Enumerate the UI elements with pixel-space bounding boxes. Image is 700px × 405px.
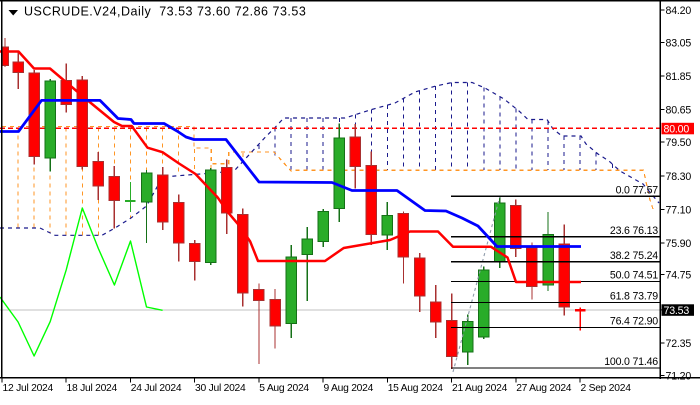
svg-text:23.6 76.13: 23.6 76.13 [610, 225, 658, 237]
svg-text:21 Aug 2024: 21 Aug 2024 [452, 383, 508, 394]
svg-text:100.0 71.46: 100.0 71.46 [604, 356, 658, 368]
svg-text:76.4 72.90: 76.4 72.90 [610, 316, 658, 328]
svg-text:9 Aug 2024: 9 Aug 2024 [324, 383, 374, 394]
svg-text:38.2 75.24: 38.2 75.24 [610, 250, 658, 262]
svg-text:74.75: 74.75 [666, 270, 692, 282]
svg-text:78.30: 78.30 [666, 171, 692, 183]
svg-text:84.20: 84.20 [666, 5, 692, 17]
svg-text:71.20: 71.20 [666, 370, 692, 382]
svg-text:0.0 77.57: 0.0 77.57 [616, 184, 659, 196]
svg-text:30 Jul 2024: 30 Jul 2024 [195, 383, 246, 394]
svg-text:77.10: 77.10 [666, 205, 692, 217]
svg-text:79.50: 79.50 [666, 137, 692, 149]
svg-text:2 Sep 2024: 2 Sep 2024 [581, 383, 632, 394]
svg-text:50.0 74.51: 50.0 74.51 [610, 270, 658, 282]
svg-text:80.00: 80.00 [664, 123, 690, 135]
svg-text:80.65: 80.65 [666, 105, 692, 117]
svg-text:72.35: 72.35 [666, 338, 692, 350]
svg-text:81.85: 81.85 [666, 71, 692, 83]
svg-text:15 Aug 2024: 15 Aug 2024 [388, 383, 444, 394]
svg-text:75.90: 75.90 [666, 238, 692, 250]
svg-text:12 Jul 2024: 12 Jul 2024 [3, 383, 54, 394]
svg-text:5 Aug 2024: 5 Aug 2024 [259, 383, 309, 394]
svg-text:27 Aug 2024: 27 Aug 2024 [516, 383, 572, 394]
svg-text:18 Jul 2024: 18 Jul 2024 [67, 383, 118, 394]
svg-text:83.05: 83.05 [666, 37, 692, 49]
svg-text:61.8 73.79: 61.8 73.79 [610, 291, 658, 303]
svg-text:73.53: 73.53 [664, 305, 690, 317]
svg-text:USCRUDE.V24,Daily 73.53 73.60: USCRUDE.V24,Daily 73.53 73.60 72.86 73.5… [24, 5, 306, 19]
svg-text:24 Jul 2024: 24 Jul 2024 [131, 383, 182, 394]
